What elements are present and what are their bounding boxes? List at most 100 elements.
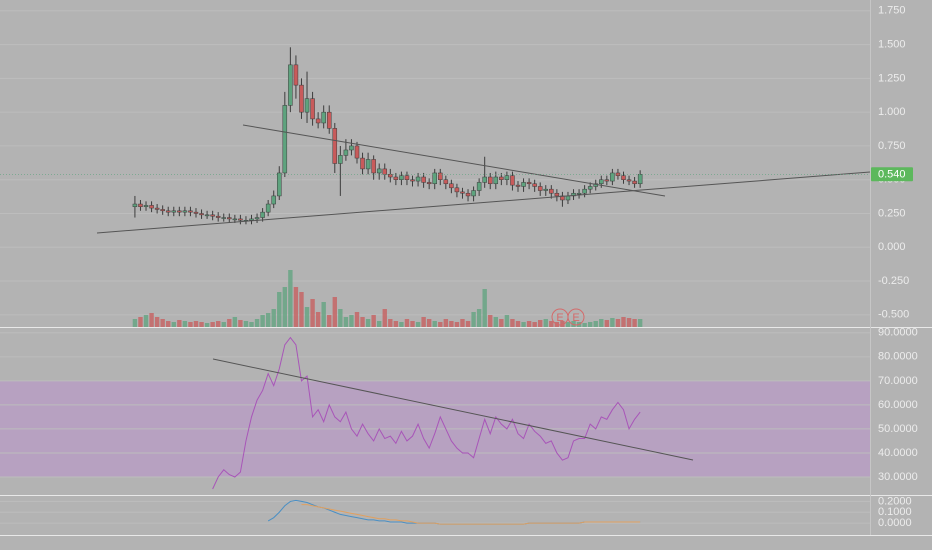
volume-bar — [166, 321, 171, 327]
candle-body — [543, 188, 549, 191]
volume-bar — [426, 319, 432, 327]
volume-bar — [415, 322, 421, 327]
volume-bar — [338, 309, 343, 327]
volume-bar — [521, 322, 526, 327]
candle-body — [232, 218, 238, 221]
trendline — [242, 124, 666, 197]
candle-body — [637, 174, 643, 185]
volume-bar — [238, 320, 243, 327]
volume-bar — [510, 319, 515, 327]
volume-bar — [243, 321, 249, 327]
volume-bar — [476, 309, 482, 327]
volume-bar — [560, 321, 565, 327]
candle-body — [393, 176, 399, 180]
candle-body — [360, 157, 365, 170]
volume-bar — [471, 312, 476, 327]
volume-bar — [404, 319, 410, 327]
volume-bar — [227, 319, 232, 327]
candle-body — [138, 203, 143, 207]
volume-bar — [204, 323, 210, 327]
trendline — [96, 171, 871, 234]
volume-bar — [343, 317, 349, 327]
candle-body — [154, 207, 160, 210]
candle-body — [482, 176, 487, 183]
candle-body — [521, 182, 526, 187]
candle-body — [221, 217, 226, 219]
volume-bar — [632, 319, 637, 327]
candle-body — [582, 188, 587, 194]
event-marker — [567, 308, 585, 326]
y-tick-label: 70.0000 — [878, 375, 918, 387]
candle-body — [288, 64, 293, 106]
volume-bar — [460, 319, 465, 327]
candle-body — [454, 187, 460, 193]
volume-bar — [504, 315, 510, 327]
trendlines — [96, 124, 871, 461]
y-tick-label: 0.0000 — [878, 517, 912, 529]
candle-body — [426, 182, 432, 185]
volume-bar — [515, 321, 521, 327]
volume-bar — [154, 317, 160, 327]
candle-body — [271, 195, 276, 205]
candle-body — [149, 205, 154, 209]
volume-bar — [160, 319, 165, 327]
candle-body — [532, 183, 537, 187]
volume-bar — [304, 307, 310, 327]
volume-bar — [438, 322, 443, 327]
volume-bar — [526, 321, 532, 327]
line-series — [301, 504, 641, 525]
candle-body — [610, 172, 615, 182]
volume-bar — [571, 321, 576, 327]
volume-bar — [549, 321, 554, 327]
volume-bar — [310, 299, 315, 327]
candle-body — [415, 176, 421, 182]
volume-bar — [282, 287, 288, 327]
candle-body — [632, 180, 637, 185]
candle-body — [404, 175, 410, 180]
volume-bar — [249, 322, 254, 327]
y-tick-label: 60.0000 — [878, 399, 918, 411]
volume-bar — [132, 319, 138, 327]
candle-body — [599, 179, 604, 185]
candle-body — [265, 203, 271, 213]
candle-body — [282, 105, 288, 174]
candle-body — [476, 182, 482, 191]
rsi-trendline — [212, 358, 694, 461]
candle-body — [193, 211, 199, 214]
volume-bar — [621, 317, 626, 327]
y-tick-label: 1.000 — [878, 106, 906, 118]
candle-body — [188, 210, 193, 213]
candle-body — [365, 159, 371, 170]
volume-bar — [538, 320, 543, 327]
volume-bar — [421, 317, 426, 327]
candle-body — [515, 184, 521, 187]
candle-body — [165, 210, 171, 213]
candle-body — [277, 172, 282, 197]
y-tick-label: -0.500 — [878, 309, 909, 321]
volume-bar — [410, 321, 415, 327]
volume-bar — [543, 319, 548, 327]
volume-bar — [299, 292, 304, 327]
volume-bar — [232, 317, 238, 327]
volume-bar — [354, 312, 360, 327]
volume-bar — [277, 292, 282, 327]
candle-body — [260, 211, 265, 218]
volume-bar — [443, 319, 449, 327]
volume-bar — [182, 321, 188, 327]
candle-body — [432, 172, 437, 185]
volume-bar — [349, 315, 354, 327]
candle-body — [460, 191, 465, 194]
y-tick-label: 80.0000 — [878, 351, 918, 363]
candle-body — [177, 210, 182, 213]
candle-body — [626, 179, 632, 182]
candle-body — [388, 174, 393, 178]
candle-body — [526, 182, 532, 185]
candle-body — [438, 172, 443, 180]
candle-body — [215, 215, 221, 218]
candle-body — [304, 98, 310, 113]
volume-bar — [371, 315, 376, 327]
volume-bar — [493, 317, 498, 327]
y-tick-label: 0.750 — [878, 140, 906, 152]
volume-bar — [582, 323, 587, 327]
candle-body — [410, 179, 415, 182]
